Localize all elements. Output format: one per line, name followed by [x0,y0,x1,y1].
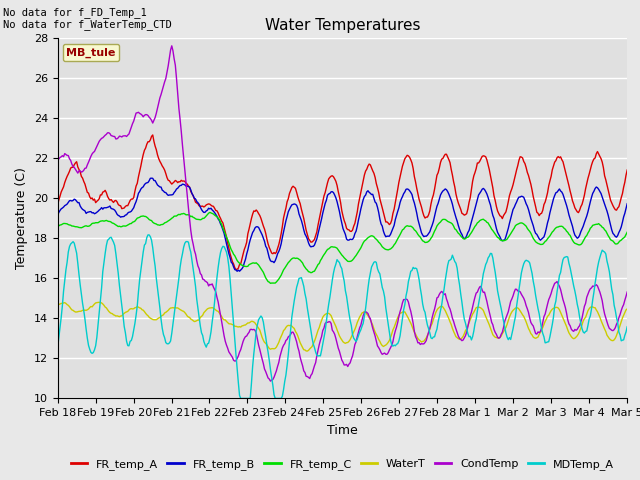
X-axis label: Time: Time [327,424,358,437]
Legend: FR_temp_A, FR_temp_B, FR_temp_C, WaterT, CondTemp, MDTemp_A: FR_temp_A, FR_temp_B, FR_temp_C, WaterT,… [67,455,618,474]
Y-axis label: Temperature (C): Temperature (C) [15,168,28,269]
Title: Water Temperatures: Water Temperatures [265,18,420,33]
Text: No data for f_FD_Temp_1: No data for f_FD_Temp_1 [3,7,147,18]
Text: No data for f_WaterTemp_CTD: No data for f_WaterTemp_CTD [3,19,172,30]
